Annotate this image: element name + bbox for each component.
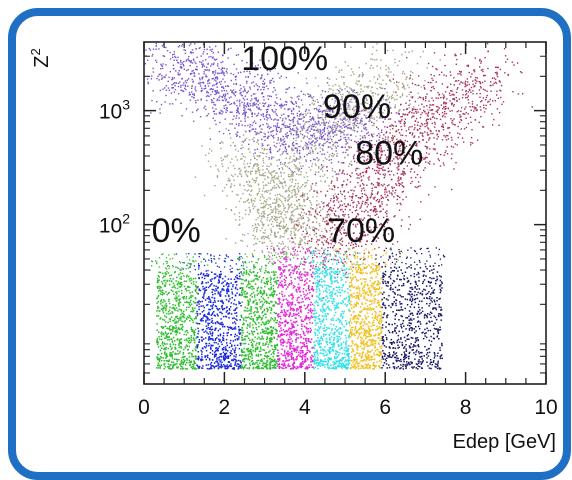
y-tick-label: 103 xyxy=(99,97,130,124)
y-axis-title: Z2 xyxy=(28,48,53,67)
annotation-label: 100% xyxy=(241,40,328,78)
annotation-label: 80% xyxy=(355,134,423,172)
x-tick-label: 0 xyxy=(138,396,150,419)
x-axis-title: Edep [GeV] xyxy=(453,431,556,453)
x-tick-label: 6 xyxy=(379,396,391,419)
series-3-points xyxy=(143,253,214,369)
annotation-label: 70% xyxy=(327,212,395,250)
x-tick-label: 10 xyxy=(534,396,557,419)
annotation-label: 90% xyxy=(323,88,391,126)
x-tick-label: 8 xyxy=(460,396,472,419)
figure-frame: 0 2 4 6 8 10 103 102 Edep [GeV] Z2 100% 90% 80% 70% 0… xyxy=(8,8,571,480)
series-9-points xyxy=(375,247,445,370)
annotation-label: 0% xyxy=(152,212,201,250)
x-tick-label: 2 xyxy=(219,396,231,419)
scatter-plot: 0 2 4 6 8 10 103 102 Edep [GeV] Z2 100% 90% 80% 70% 0… xyxy=(16,16,563,472)
x-tick-label: 4 xyxy=(299,396,311,419)
y-tick-label: 102 xyxy=(99,211,130,238)
